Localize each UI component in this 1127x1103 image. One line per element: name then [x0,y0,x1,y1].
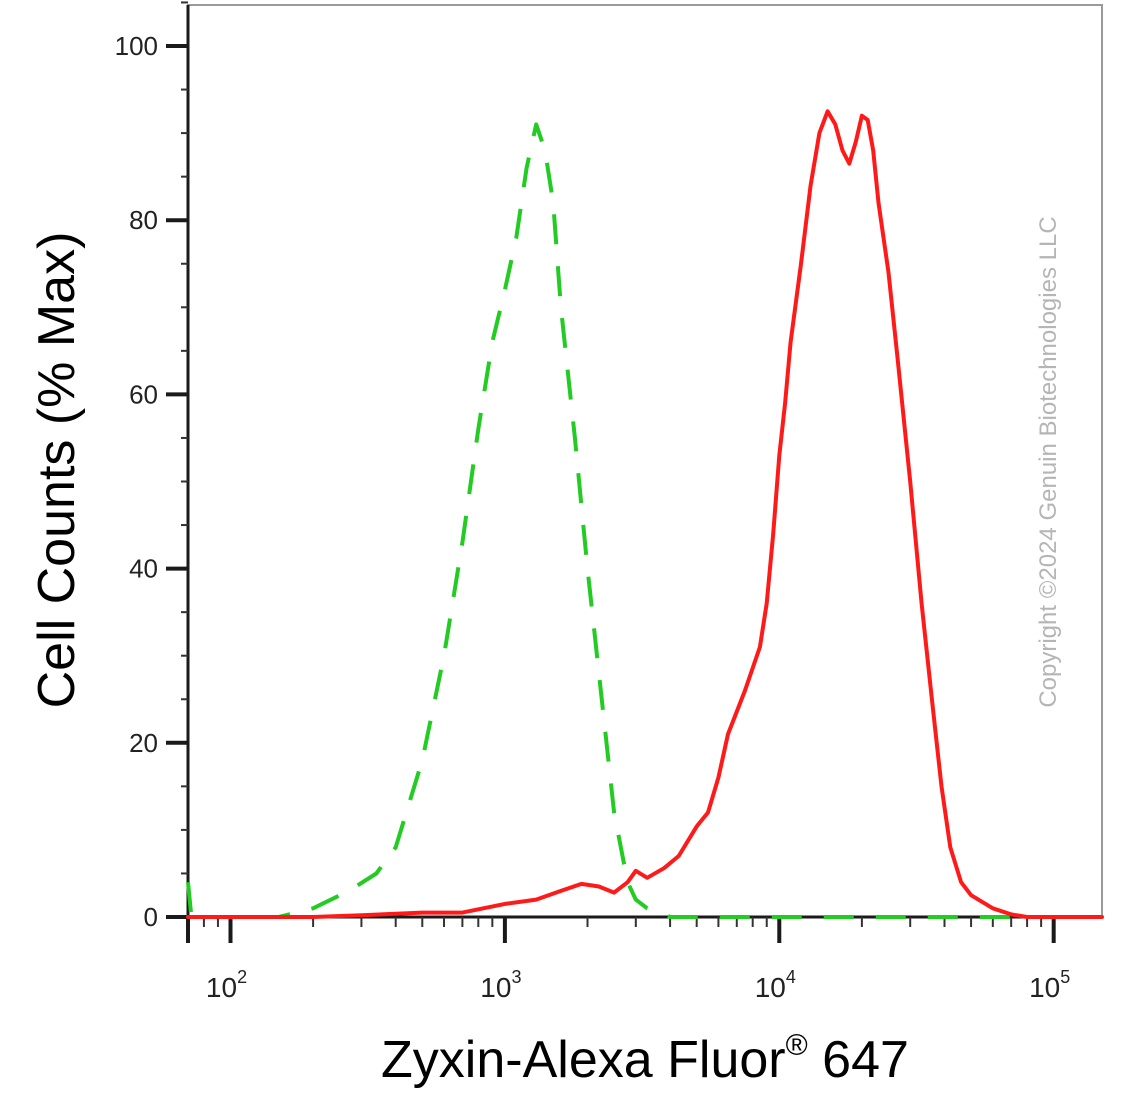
y-axis: 0 20 40 60 80 100 [115,1,190,932]
series-line-dashed-green [186,122,1102,919]
y-tick-label: 40 [129,554,158,584]
plot-frame [187,4,1103,918]
series-layer [186,109,1104,919]
x-axis-title-sup: ® [786,1029,808,1062]
y-tick-label: 80 [129,205,158,235]
y-tick-label: 100 [115,31,158,61]
x-axis-title: Zyxin-Alexa Fluor® 647 [381,1029,909,1089]
y-tick-label: 0 [144,902,158,932]
y-tick-label: 20 [129,728,158,758]
x-tick-label: 103 [480,967,521,1003]
y-tick-label: 60 [129,379,158,409]
y-axis-title: Cell Counts (% Max) [28,232,86,709]
x-axis-title-suffix: 647 [808,1031,909,1089]
series-line-solid-red [186,109,1104,919]
copyright-watermark: Copyright ©2024 Genuin Biotechnologies L… [1035,216,1062,707]
x-axis-title-main: Zyxin-Alexa Fluor [381,1031,786,1089]
x-tick-label: 102 [206,967,247,1003]
x-axis: 102 103 104 105 [186,915,1102,1003]
x-tick-label: 105 [1029,967,1070,1003]
x-tick-label: 104 [755,967,796,1003]
